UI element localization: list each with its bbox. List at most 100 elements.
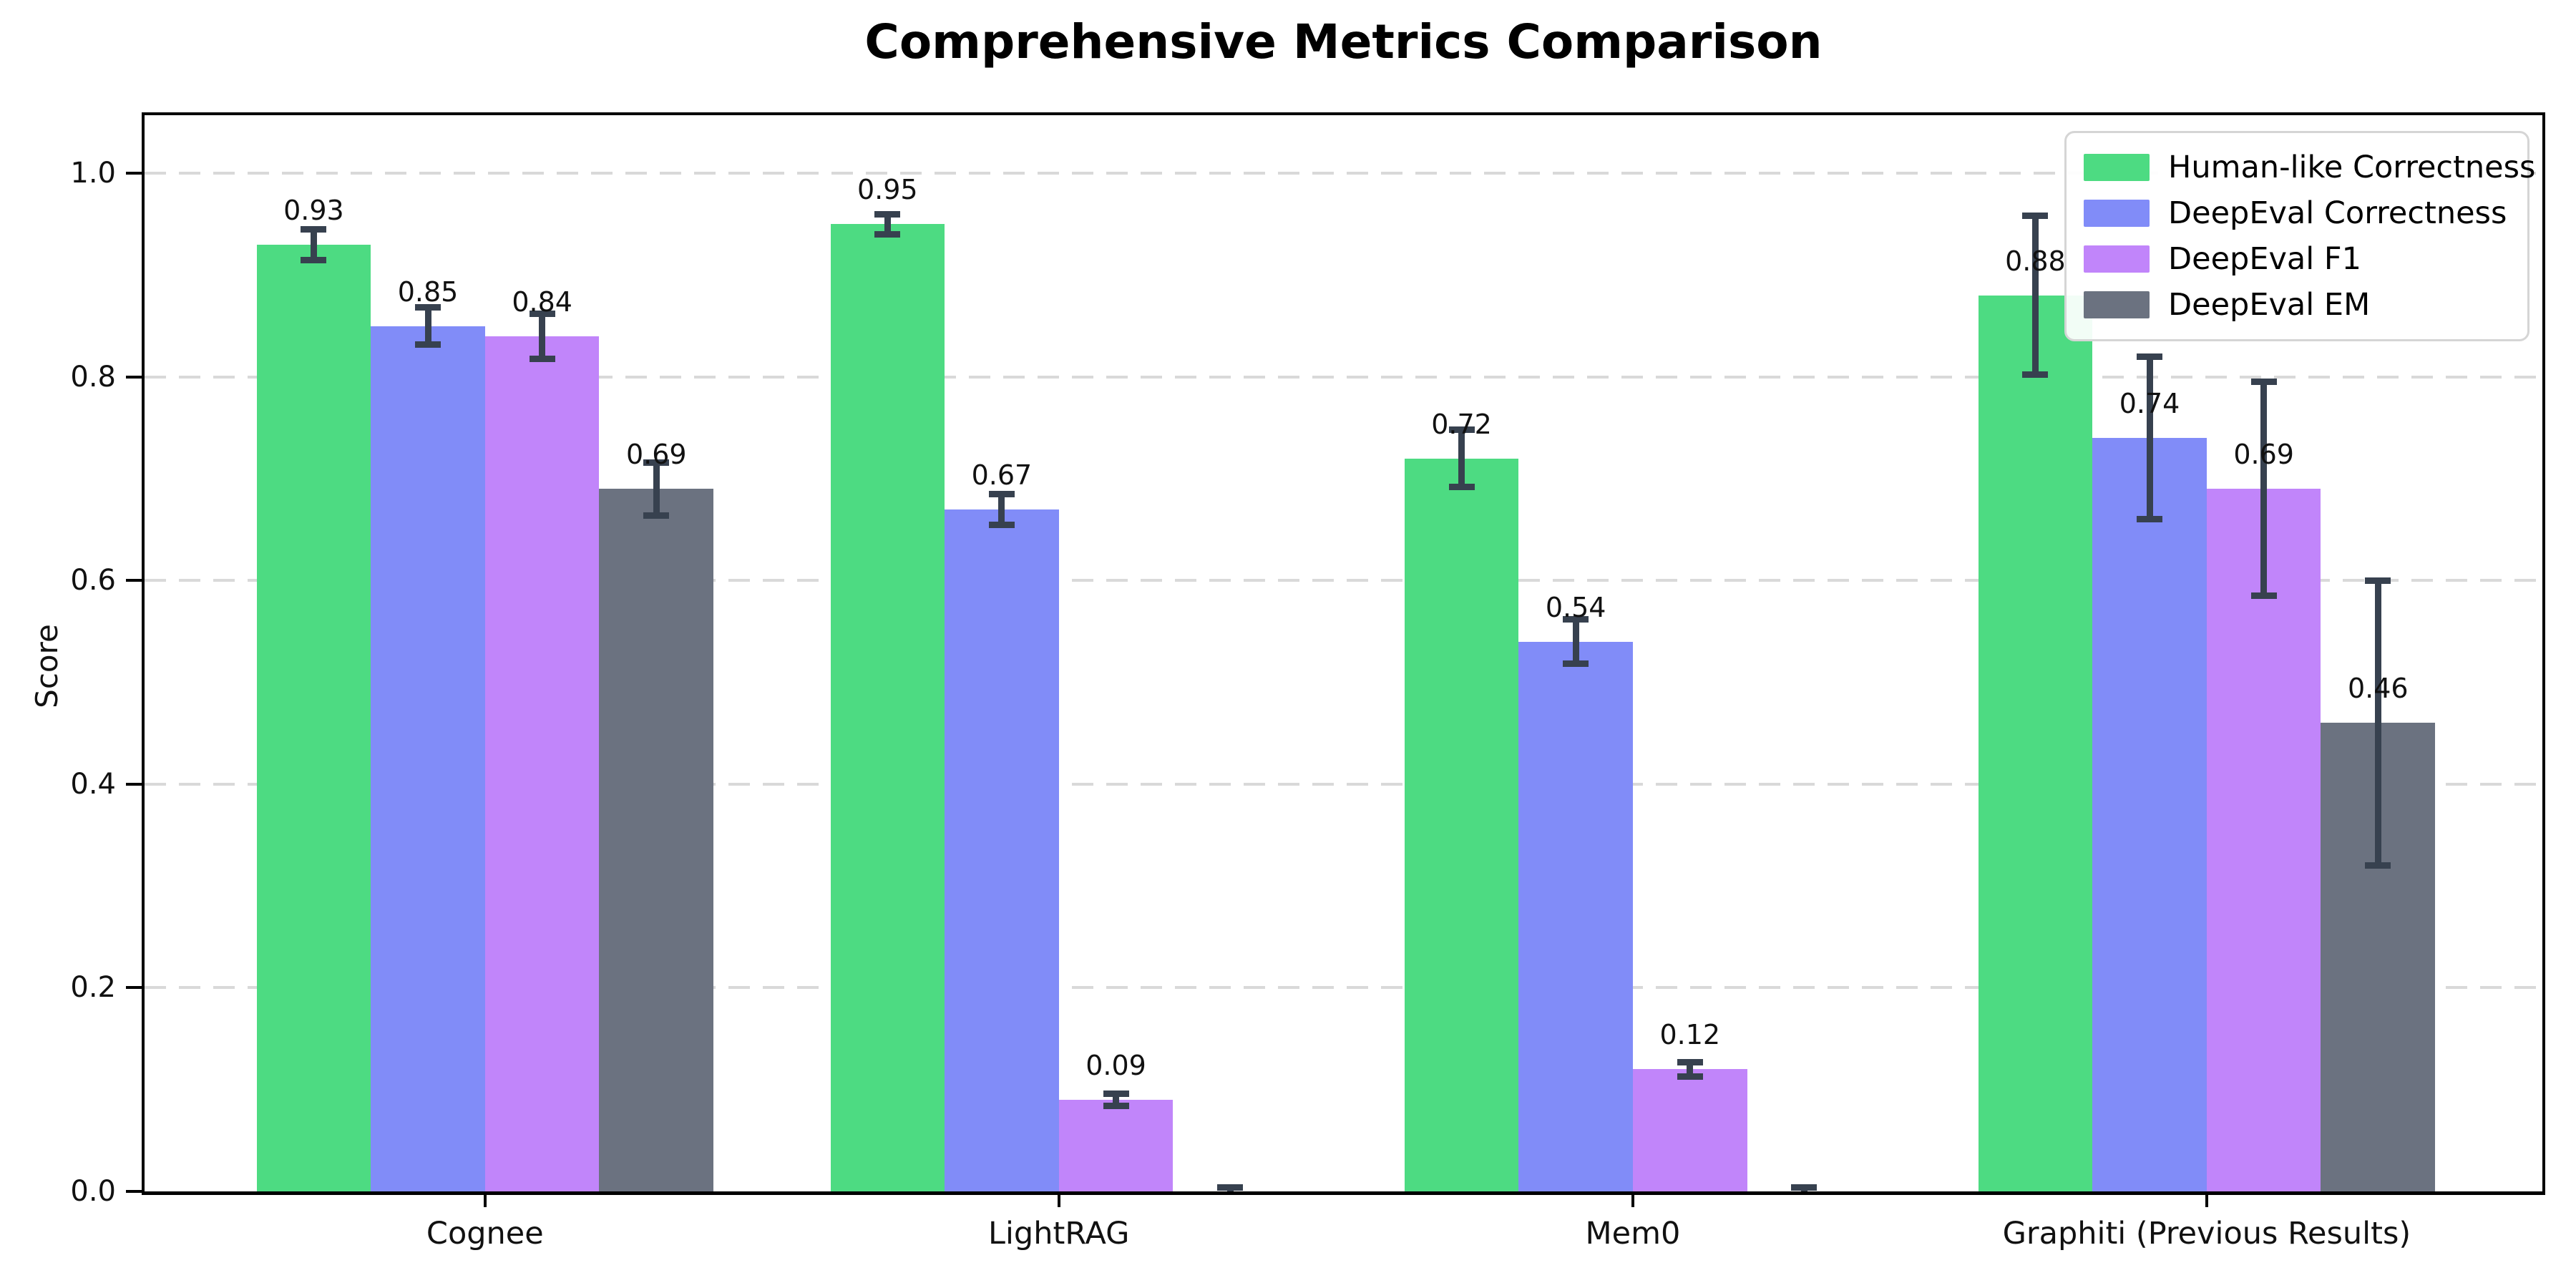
error-bar-cap-bottom xyxy=(301,256,327,263)
legend-swatch xyxy=(2084,291,2150,318)
error-bar-line xyxy=(2031,215,2039,375)
error-bar-line xyxy=(539,313,546,359)
bar xyxy=(2092,438,2207,1191)
error-bar-cap-bottom xyxy=(1448,483,1475,490)
legend-item: DeepEval EM xyxy=(2084,282,2510,328)
y-tick-label: 1.0 xyxy=(70,157,116,190)
error-bar-line xyxy=(2374,580,2381,866)
error-bar-cap-top xyxy=(988,490,1015,497)
bar-value-label: 0.69 xyxy=(2233,439,2294,471)
bar-value-label: 0.67 xyxy=(971,459,1033,491)
error-bar-line xyxy=(1113,1093,1120,1106)
legend: Human-like Correctness DeepEval Correctne… xyxy=(2064,131,2535,341)
y-tick-label: 0.0 xyxy=(70,1175,116,1208)
error-bar-line xyxy=(1687,1062,1694,1077)
error-bar-cap-bottom xyxy=(2365,862,2391,869)
bar xyxy=(484,336,600,1191)
error-bar-line xyxy=(2260,381,2268,596)
y-tick-mark xyxy=(126,986,142,990)
legend-item: DeepEval Correctness xyxy=(2084,190,2510,236)
y-tick-mark xyxy=(126,172,142,175)
bar-value-label: 0.88 xyxy=(2005,245,2066,277)
bar xyxy=(1518,641,1633,1191)
chart-title: Comprehensive Metrics Comparison xyxy=(864,14,1823,69)
gridline xyxy=(145,375,2542,379)
legend-swatch xyxy=(2084,154,2150,181)
y-tick-label: 0.2 xyxy=(70,971,116,1005)
error-bar-cap-top xyxy=(1791,1184,1818,1191)
bar-value-label: 0.95 xyxy=(857,174,918,206)
legend-swatch xyxy=(2084,245,2150,273)
y-tick-mark xyxy=(126,579,142,582)
legend-label: DeepEval EM xyxy=(2168,287,2371,323)
gridline xyxy=(145,986,2542,990)
bar-value-label: 0.74 xyxy=(2119,388,2180,420)
bar xyxy=(945,509,1059,1191)
legend-item: DeepEval F1 xyxy=(2084,236,2510,282)
bar-value-label: 0.46 xyxy=(2347,673,2409,705)
bar-value-label: 0.85 xyxy=(397,275,459,308)
bar-value-label: 0.72 xyxy=(1431,408,1492,440)
error-bar-cap-top xyxy=(415,304,441,311)
error-bar-line xyxy=(310,229,317,260)
bar xyxy=(1404,458,1519,1191)
error-bar-cap-bottom xyxy=(415,341,441,348)
x-tick-mark xyxy=(2205,1191,2208,1207)
gridline xyxy=(145,579,2542,582)
error-bar-line xyxy=(884,214,891,235)
legend-label: DeepEval F1 xyxy=(2168,241,2361,277)
error-bar-line xyxy=(2146,356,2153,519)
plot-area: Score Human-like Correctness DeepEval Cor… xyxy=(29,112,2545,1252)
error-bar-line xyxy=(998,494,1005,525)
error-bar-line xyxy=(424,307,431,345)
error-bar-cap-bottom xyxy=(874,230,901,238)
y-tick-label: 0.6 xyxy=(70,564,116,597)
error-bar-cap-top xyxy=(2137,353,2163,360)
error-bar-cap-top xyxy=(2250,379,2277,386)
bar-value-label: 0.93 xyxy=(283,194,344,226)
bar xyxy=(1058,1099,1174,1191)
error-bar-cap-top xyxy=(2365,577,2391,584)
x-tick-label: Mem0 xyxy=(1585,1216,1681,1252)
x-tick-mark xyxy=(1057,1191,1060,1207)
error-bar-line xyxy=(1458,429,1465,487)
error-bar-cap-bottom xyxy=(643,512,670,519)
error-bar-cap-bottom xyxy=(1677,1073,1703,1080)
x-tick-mark xyxy=(483,1191,487,1207)
legend-swatch xyxy=(2084,200,2150,227)
error-bar-cap-bottom xyxy=(2137,516,2163,523)
error-bar-cap-top xyxy=(1677,1058,1703,1065)
x-tick-label: Cognee xyxy=(426,1216,544,1252)
bar-value-label: 0.12 xyxy=(1659,1019,1721,1051)
x-tick-label: LightRAG xyxy=(988,1216,1130,1252)
error-bar-cap-top xyxy=(301,225,327,233)
x-tick-mark xyxy=(1631,1191,1634,1207)
bar xyxy=(256,244,371,1191)
gridline xyxy=(145,782,2542,786)
error-bar-line xyxy=(1572,619,1579,664)
error-bar-cap-top xyxy=(529,310,555,317)
legend-label: DeepEval Correctness xyxy=(2168,195,2507,231)
bar xyxy=(599,489,714,1191)
error-bar-cap-top xyxy=(874,210,901,218)
error-bar-line xyxy=(653,462,660,516)
error-bar-cap-bottom xyxy=(2250,592,2277,600)
error-bar-cap-bottom xyxy=(988,521,1015,528)
bar xyxy=(2206,489,2321,1191)
error-bar-cap-top xyxy=(643,459,670,466)
bar xyxy=(830,224,945,1191)
legend-item: Human-like Correctness xyxy=(2084,145,2535,190)
bar-value-label: 0.69 xyxy=(625,439,687,471)
y-tick-mark xyxy=(126,375,142,379)
gridline xyxy=(145,172,2542,175)
error-bar-cap-top xyxy=(1103,1090,1129,1097)
y-tick-label: 0.8 xyxy=(70,360,116,394)
y-tick-mark xyxy=(126,1190,142,1193)
y-tick-label: 0.4 xyxy=(70,767,116,801)
bar-value-label: 0.84 xyxy=(512,286,572,318)
error-bar-cap-top xyxy=(1448,426,1475,434)
bar-value-label: 0.54 xyxy=(1545,591,1606,623)
error-bar-cap-top xyxy=(2022,213,2049,220)
error-bar-cap-top xyxy=(1217,1184,1244,1191)
